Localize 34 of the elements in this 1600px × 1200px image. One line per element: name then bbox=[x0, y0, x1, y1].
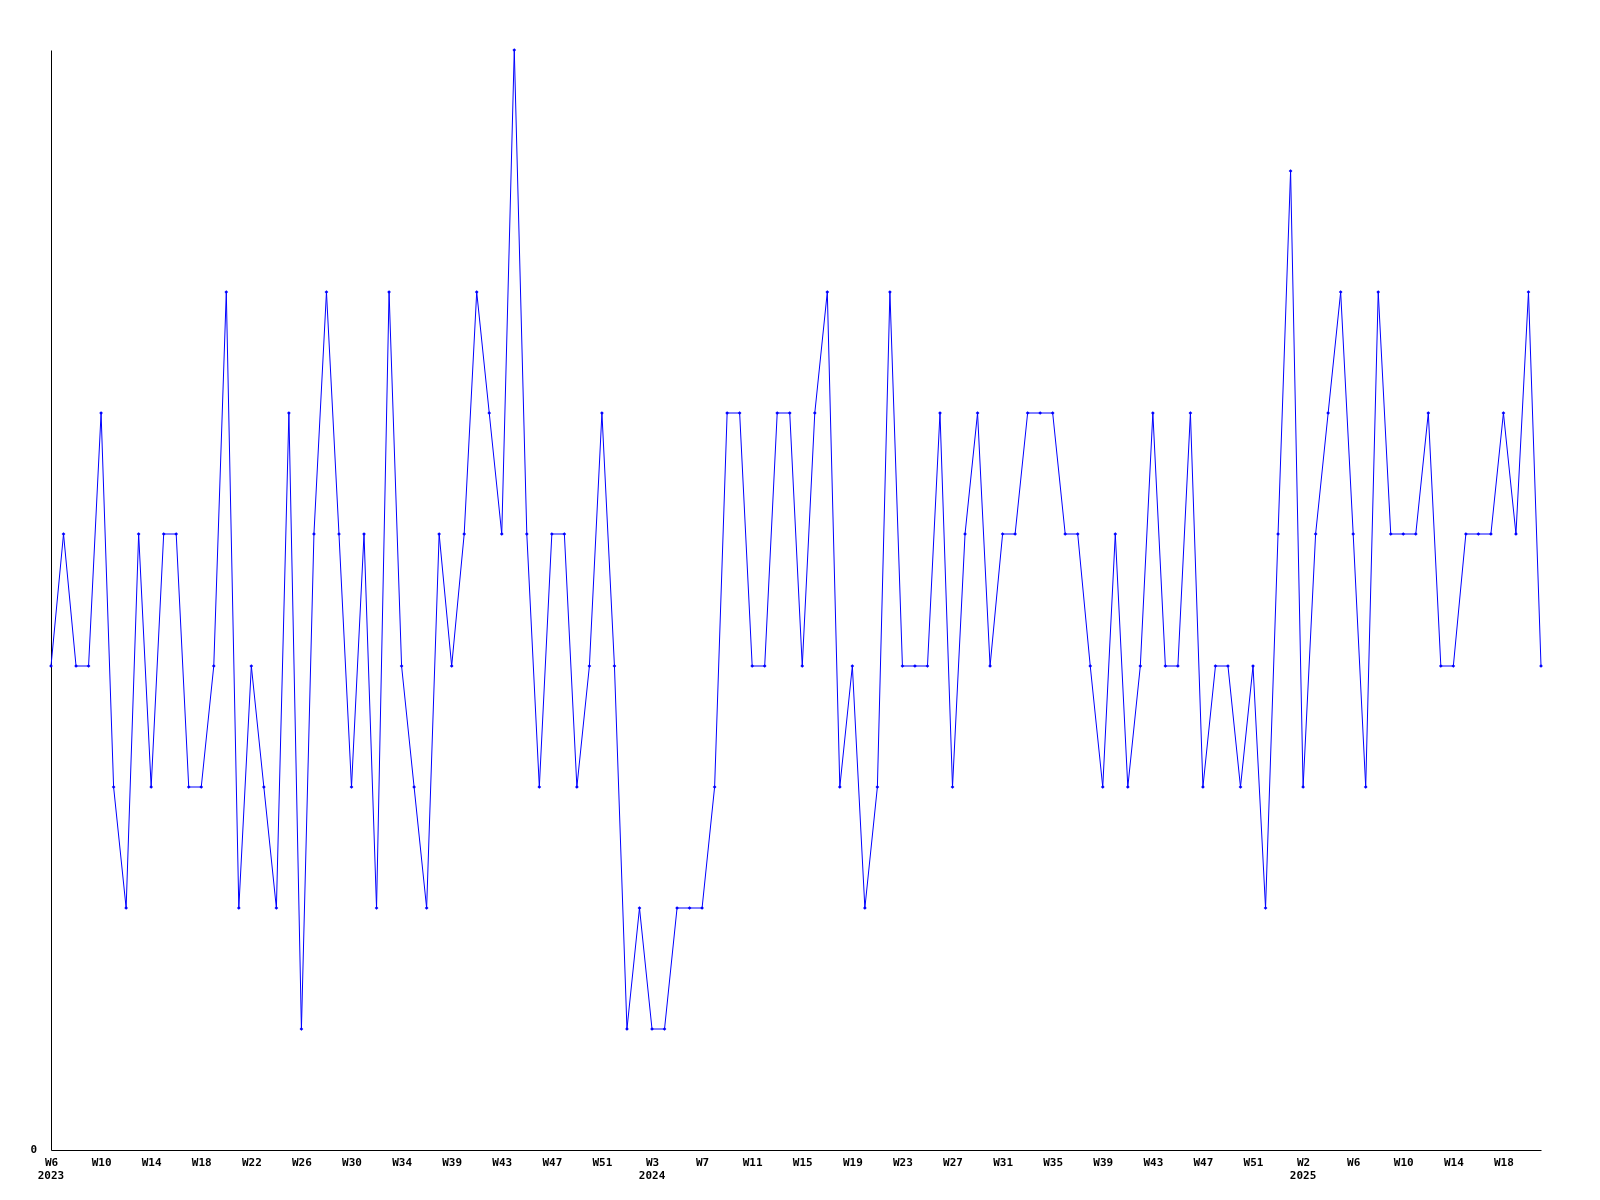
x-tick-label: W19 bbox=[842, 1155, 863, 1169]
x-tick-label: W34 bbox=[392, 1155, 413, 1169]
x-tick-label: W18 bbox=[191, 1155, 212, 1169]
text: 2024 bbox=[638, 1169, 666, 1182]
text: 2023 bbox=[37, 1169, 65, 1182]
x-tick-label: W3 bbox=[645, 1155, 660, 1169]
x-tick-label: W35 bbox=[1043, 1155, 1064, 1169]
x-tick-label: W11 bbox=[742, 1155, 763, 1169]
x-tick-label: W15 bbox=[792, 1155, 813, 1169]
x-tick-label: W39 bbox=[442, 1155, 463, 1169]
x-tick-label: W47 bbox=[542, 1155, 563, 1169]
x-tick-label: W26 bbox=[291, 1155, 313, 1169]
x-tick-label: W14 bbox=[1443, 1155, 1465, 1169]
x-tick-label: W43 bbox=[492, 1155, 513, 1169]
x-tick-label: W27 bbox=[943, 1155, 963, 1169]
x-tick-label: W6 bbox=[44, 1155, 59, 1169]
x-tick-label: W14 bbox=[141, 1155, 162, 1169]
x-tick-label: W39 bbox=[1093, 1155, 1114, 1169]
x-tick-label: W30 bbox=[342, 1155, 362, 1169]
x-tick-label: W47 bbox=[1193, 1155, 1214, 1169]
x-tick-label: W22 bbox=[241, 1155, 262, 1169]
x-tick-label: W10 bbox=[91, 1155, 112, 1169]
text: 0 bbox=[30, 1143, 37, 1156]
x-tick-label: W6 bbox=[1347, 1155, 1361, 1169]
x-tick-label: W23 bbox=[892, 1155, 913, 1169]
x-tick-label: W7 bbox=[695, 1155, 710, 1169]
text: 2025 bbox=[1289, 1169, 1317, 1182]
x-tick-label: W51 bbox=[1243, 1155, 1264, 1169]
x-tick-label: W31 bbox=[993, 1155, 1014, 1169]
x-tick-label: W51 bbox=[592, 1155, 613, 1169]
x-tick-label: W10 bbox=[1393, 1155, 1414, 1169]
x-tick-label: W18 bbox=[1494, 1155, 1514, 1169]
x-tick-label: W43 bbox=[1143, 1155, 1164, 1169]
x-tick-label: W2 bbox=[1296, 1155, 1311, 1169]
